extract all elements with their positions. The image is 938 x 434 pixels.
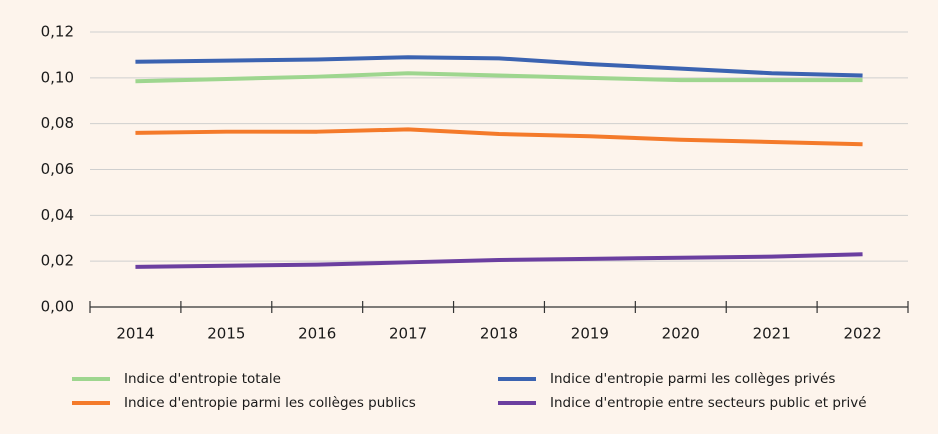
y-tick-label: 0,10	[41, 68, 74, 86]
y-tick-label: 0,06	[41, 160, 74, 178]
x-tick-label: 2019	[571, 325, 609, 343]
line-series	[135, 252, 863, 269]
legend-label: Indice d'entropie parmi les collèges pub…	[124, 395, 416, 411]
x-tick-label: 2020	[662, 325, 700, 343]
legend-label: Indice d'entropie parmi les collèges pri…	[550, 371, 835, 387]
x-tick-label: 2017	[389, 325, 427, 343]
y-tick-label: 0,04	[41, 206, 74, 224]
legend-label: Indice d'entropie entre secteurs public …	[550, 395, 867, 411]
x-tick-label: 2021	[753, 325, 791, 343]
legend-label: Indice d'entropie totale	[124, 371, 281, 387]
x-tick-label: 2018	[480, 325, 518, 343]
y-tick-label: 0,02	[41, 252, 74, 270]
y-tick-label: 0,12	[41, 23, 74, 41]
x-tick-label: 2022	[843, 325, 881, 343]
x-tick-label: 2016	[298, 325, 336, 343]
line-series	[135, 55, 863, 78]
x-tick-label: 2015	[207, 325, 245, 343]
x-tick-label: 2014	[116, 325, 154, 343]
y-tick-label: 0,00	[41, 298, 74, 316]
line-series	[135, 127, 863, 147]
y-tick-label: 0,08	[41, 114, 74, 132]
line-series	[135, 71, 863, 84]
